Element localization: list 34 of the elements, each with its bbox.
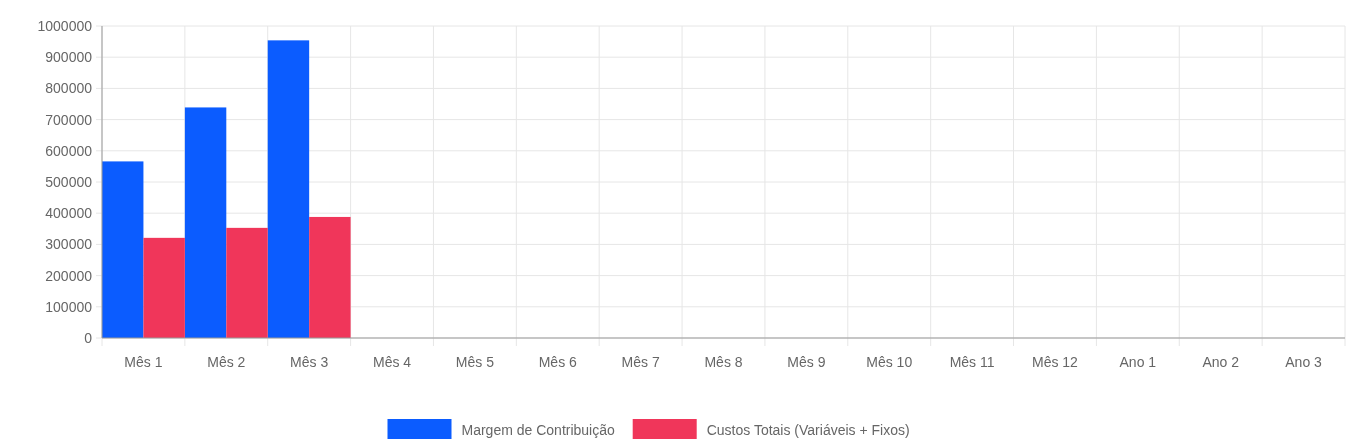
y-tick-label: 0 xyxy=(84,329,93,346)
x-tick-label: Mês 12 xyxy=(1032,354,1079,370)
bar xyxy=(102,161,144,338)
x-tick-label: Mês 3 xyxy=(290,354,329,370)
x-tick-label: Mês 11 xyxy=(949,354,995,370)
x-tick-label: Mês 2 xyxy=(207,354,246,370)
x-tick-label: Mês 5 xyxy=(455,354,495,370)
y-tick-label: 400000 xyxy=(45,205,93,222)
y-tick-label: 800000 xyxy=(45,80,93,97)
legend-label: Custos Totais (Variáveis + Fixos) xyxy=(706,421,910,438)
x-tick-label: Mês 8 xyxy=(704,354,743,370)
x-tick-label: Mês 1 xyxy=(124,354,163,370)
x-tick-label: Ano 1 xyxy=(1119,354,1157,370)
bar xyxy=(184,107,227,338)
y-tick-label: 600000 xyxy=(45,142,93,159)
y-tick-label: 700000 xyxy=(45,111,93,128)
bar xyxy=(143,237,185,338)
y-tick-label: 300000 xyxy=(45,236,93,253)
bar xyxy=(267,40,310,338)
y-tick-label: 500000 xyxy=(45,173,93,190)
y-tick-label: 100000 xyxy=(45,298,93,315)
x-tick-label: Mês 4 xyxy=(372,354,412,370)
bar xyxy=(309,216,351,338)
x-tick-label: Mês 6 xyxy=(538,354,578,370)
y-tick-label: 900000 xyxy=(45,49,93,66)
bar xyxy=(226,227,268,338)
x-tick-label: Mês 7 xyxy=(621,354,660,370)
x-tick-label: Ano 3 xyxy=(1285,354,1323,370)
y-tick-label: 1000000 xyxy=(37,17,93,34)
x-tick-label: Mês 10 xyxy=(866,354,913,370)
legend-label: Margem de Contribuição xyxy=(461,421,616,438)
y-tick-label: 200000 xyxy=(45,267,93,284)
x-tick-label: Mês 9 xyxy=(787,354,826,370)
x-tick-label: Ano 2 xyxy=(1202,354,1240,370)
